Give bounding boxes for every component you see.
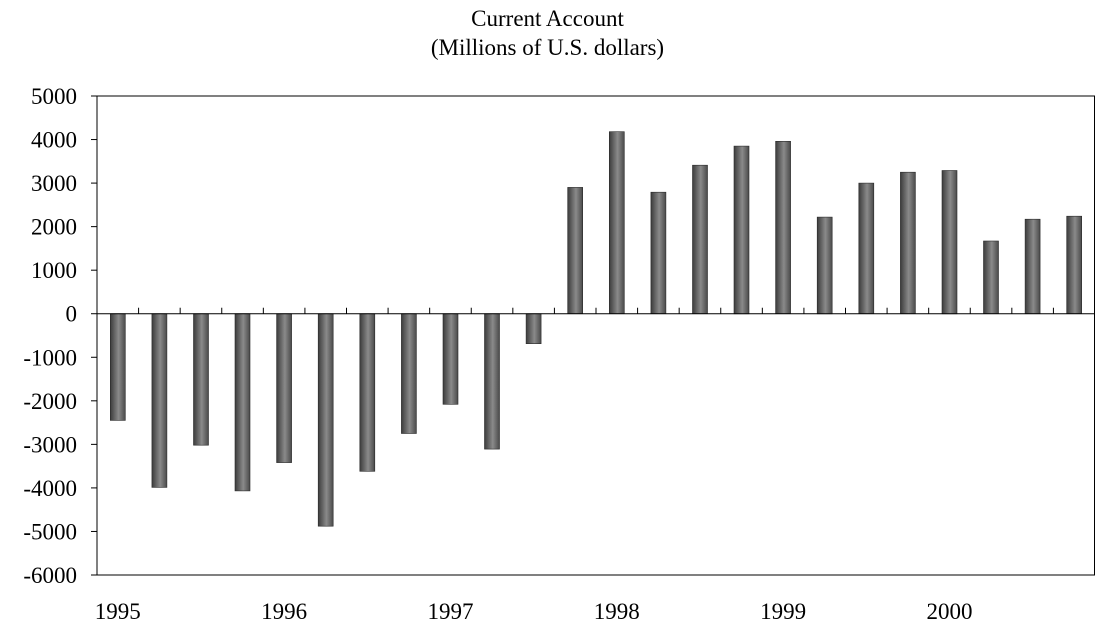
y-tick-label: 3000	[31, 171, 77, 196]
bar-1999-q3	[858, 182, 875, 315]
bar-1997-q4	[567, 187, 584, 314]
bar-1996-q4	[401, 313, 417, 434]
y-tick-label: 4000	[31, 128, 77, 153]
bar-1995-q3	[193, 313, 209, 446]
bar-1999-q1	[775, 141, 791, 314]
bar-1995-q2	[151, 313, 168, 488]
y-tick-label: -5000	[23, 519, 77, 544]
y-tick-label: -6000	[23, 563, 77, 588]
bar-2000-q2	[983, 240, 999, 314]
chart-title-block: Current Account (Millions of U.S. dollar…	[0, 4, 1095, 62]
x-tick-label: 1997	[427, 599, 473, 624]
bar-1995-q1	[110, 313, 126, 421]
x-tick-label: 1998	[594, 599, 640, 624]
chart-title: Current Account	[471, 6, 624, 31]
x-tick-label: 1996	[261, 599, 307, 624]
y-tick-label: -4000	[23, 476, 77, 501]
bar-1998-q3	[692, 164, 708, 314]
bar-1998-q4	[733, 145, 750, 315]
y-tick-label: 5000	[31, 84, 77, 109]
bar-1996-q2	[317, 313, 334, 527]
y-tick-label: 2000	[31, 215, 77, 240]
x-tick-label: 1995	[95, 599, 141, 624]
x-tick-label: 1999	[760, 599, 806, 624]
y-tick-label: -3000	[23, 432, 77, 457]
bar-1997-q3	[525, 313, 542, 345]
x-tick-label: 2000	[926, 599, 972, 624]
bar-2000-q4	[1066, 215, 1082, 314]
y-tick-label: -2000	[23, 389, 77, 414]
bars-layer	[110, 131, 1082, 527]
bar-1996-q3	[359, 313, 376, 472]
bar-1998-q2	[650, 191, 667, 314]
y-tick-label: 1000	[31, 258, 77, 283]
y-tick-label: 0	[66, 302, 78, 327]
chart-subtitle: (Millions of U.S. dollars)	[430, 35, 665, 60]
bar-2000-q3	[1024, 218, 1041, 314]
bar-1995-q4	[234, 313, 251, 492]
bar-1999-q2	[816, 216, 833, 315]
labels-layer: 5000 4000 3000 2000 1000 0 -1000 -2000 -3000 -400…	[23, 84, 972, 624]
bar-1998-q1	[608, 131, 625, 314]
bar-1996-q1	[276, 313, 292, 463]
bar-1997-q1	[442, 313, 459, 405]
bar-1999-q4	[900, 171, 916, 314]
y-tick-label: -1000	[23, 345, 77, 370]
bar-1997-q2	[484, 313, 500, 450]
bar-2000-q1	[941, 170, 958, 315]
